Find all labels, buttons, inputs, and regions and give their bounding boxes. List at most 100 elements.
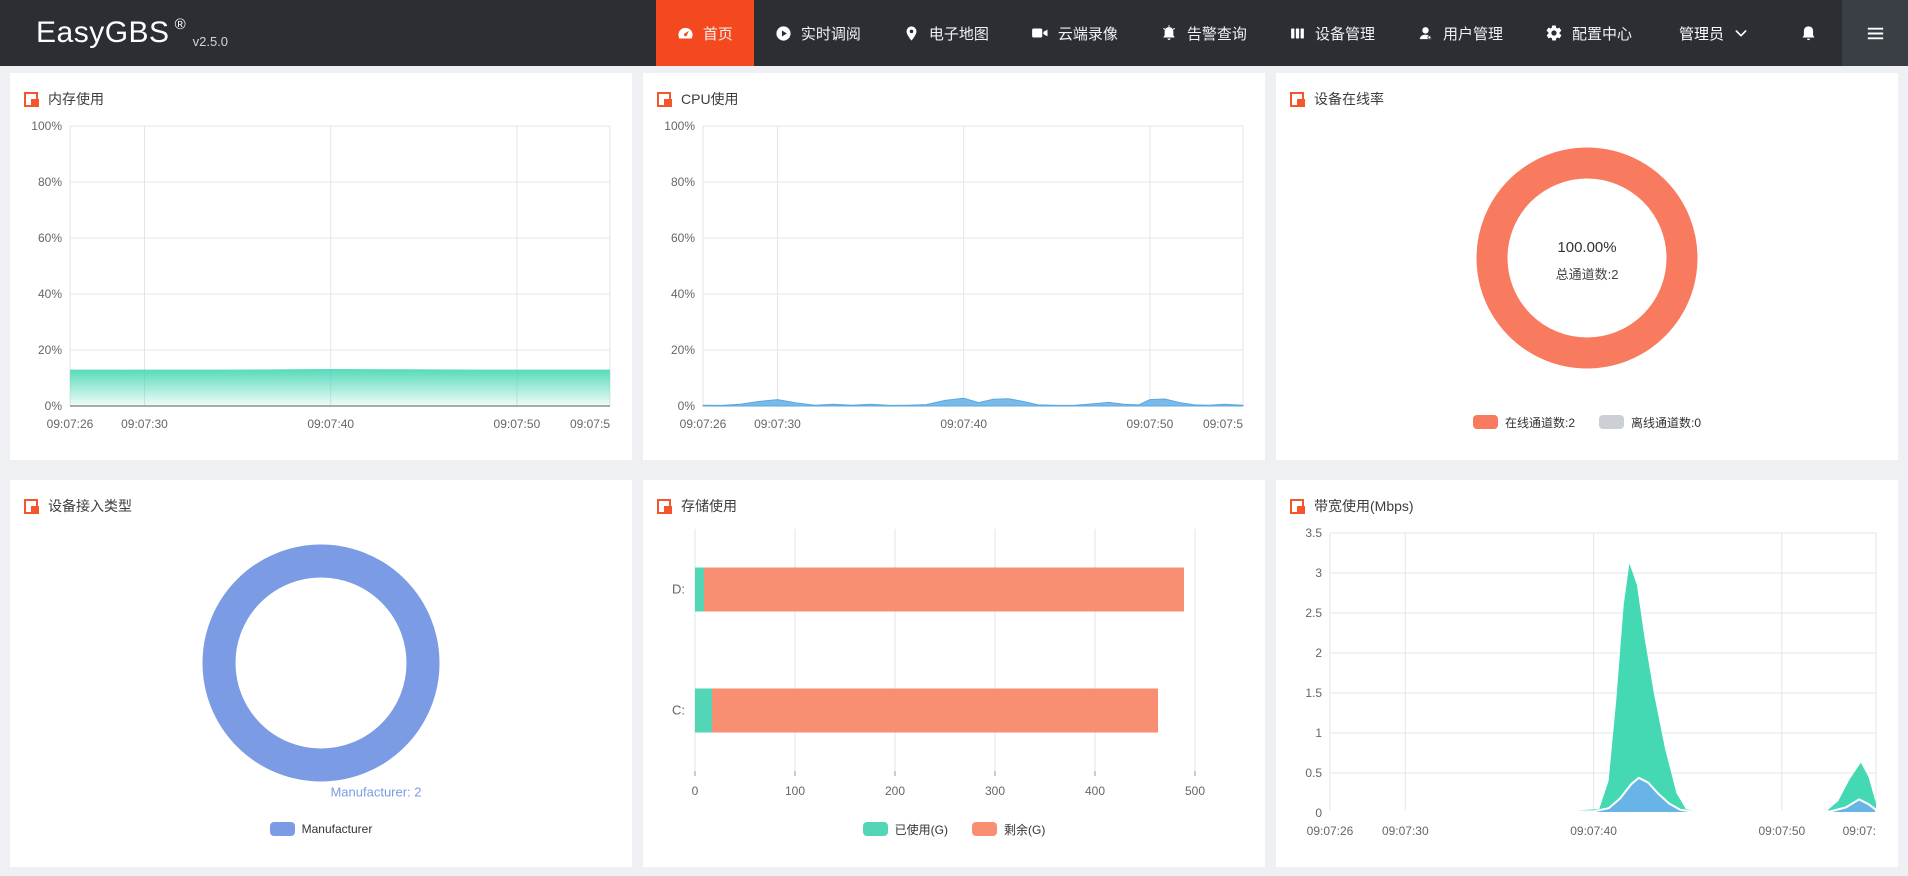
panel-header: 内存使用 (24, 86, 618, 112)
svg-text:D:: D: (672, 582, 685, 597)
legend-item[interactable]: Manufacturer (269, 822, 373, 836)
panel-bandwidth-usage: 带宽使用(Mbps) 3.5 3 2.5 2 1.5 1 0.5 0 09:07:26 09:07… (1276, 480, 1898, 867)
svg-text:100%: 100% (664, 119, 695, 133)
cpu-usage-chart: 100% 80% 60% 40% 20% 0% 09:07:26 09:07:30 09:07:… (657, 112, 1251, 442)
svg-text:60%: 60% (671, 231, 695, 245)
brand-registered-mark: ® (174, 15, 186, 33)
brand-name: EasyGBS (36, 16, 170, 49)
video-camera-icon (1031, 24, 1049, 42)
nav-item-label: 首页 (702, 25, 733, 43)
nav-item-user-mgmt[interactable]: 用户管理 (1396, 0, 1524, 66)
svg-text:09:07:5: 09:07:5 (1203, 417, 1243, 431)
svg-text:0%: 0% (678, 399, 696, 413)
legend-label: 离线通道数:0 (1631, 415, 1702, 430)
hamburger-menu-button[interactable] (1842, 0, 1908, 66)
legend-item[interactable]: 已使用(G) (862, 821, 948, 838)
svg-text:500: 500 (1185, 784, 1205, 798)
nav-item-label: 电子地图 (928, 25, 989, 43)
svg-text:09:07:30: 09:07:30 (1382, 824, 1429, 838)
svg-text:300: 300 (985, 784, 1005, 798)
legend-swatch (1599, 415, 1624, 429)
svg-text:0%: 0% (45, 399, 63, 413)
svg-text:2: 2 (1315, 646, 1322, 660)
svg-text:C:: C: (672, 703, 685, 718)
svg-text:100%: 100% (31, 119, 62, 133)
panel-header: 存储使用 (657, 493, 1251, 519)
svg-text:09:07:30: 09:07:30 (754, 417, 801, 431)
brand-logo: EasyGBS ® v2.5.0 (0, 0, 264, 66)
panel-title: CPU使用 (681, 91, 739, 107)
nav-item-device-mgmt[interactable]: 设备管理 (1268, 0, 1396, 66)
svg-text:400: 400 (1085, 784, 1105, 798)
legend-swatch (1472, 415, 1498, 429)
svg-text:1: 1 (1315, 726, 1322, 740)
nav-item-cloud-record[interactable]: 云端录像 (1010, 0, 1139, 66)
nav-item-alarm-query[interactable]: 告警查询 (1139, 0, 1268, 66)
panel-title-icon (1290, 91, 1305, 107)
svg-text:Manufacturer: 2: Manufacturer: 2 (330, 785, 421, 800)
dashboard-icon (677, 25, 694, 42)
nav-menu: 首页 实时调阅 电子地图 云端录像 告警查询 设备管理 用户管理 配置中心 (655, 0, 1653, 66)
nav-item-label: 用户管理 (1442, 25, 1503, 43)
svg-text:80%: 80% (38, 175, 62, 189)
svg-text:80%: 80% (671, 175, 695, 189)
svg-text:09:07:50: 09:07:50 (1759, 824, 1806, 838)
panel-title: 内存使用 (48, 91, 104, 107)
svg-text:2.5: 2.5 (1305, 606, 1322, 620)
nav-item-label: 实时调阅 (800, 25, 861, 43)
panel-title: 设备接入类型 (48, 498, 132, 514)
legend-item[interactable]: 离线通道数:0 (1599, 414, 1701, 431)
nav-item-live-view[interactable]: 实时调阅 (754, 0, 882, 66)
device-access-type-donut: Manufacturer: 2 (24, 519, 618, 811)
panel-header: 设备接入类型 (24, 493, 618, 519)
device-online-rate-donut: 100.00% 总通道数:2 (1290, 112, 1884, 404)
panel-device-access-type: 设备接入类型 Manufacturer: 2 Manufacturer (10, 480, 632, 867)
nav-item-label: 云端录像 (1057, 25, 1118, 43)
svg-text:09:07:50: 09:07:50 (1127, 417, 1174, 431)
svg-text:100: 100 (785, 784, 805, 798)
bell-icon (1799, 24, 1818, 43)
svg-text:总通道数:2: 总通道数:2 (1556, 267, 1619, 282)
device-access-type-legend: Manufacturer (24, 811, 618, 847)
device-online-rate-legend: 在线通道数:2 离线通道数:0 (1290, 404, 1884, 440)
legend-label: 剩余(G) (1004, 822, 1046, 837)
admin-user-menu[interactable]: 管理员 (1653, 0, 1775, 66)
svg-text:0: 0 (1315, 806, 1322, 820)
svg-text:09:07:50: 09:07:50 (494, 417, 541, 431)
dashboard-grid: 内存使用 100% 80% 60% 40% 20% 0% 09:07:26 09:07:30 0… (10, 73, 1898, 867)
panel-device-online-rate: 设备在线率 100.00% 总通道数:2 在线通道数:2 离线通道数:0 (1276, 73, 1898, 460)
svg-text:40%: 40% (38, 287, 62, 301)
svg-text:09:07:40: 09:07:40 (940, 417, 987, 431)
panel-title-icon (24, 498, 39, 514)
brand-version: v2.5.0 (192, 33, 229, 49)
legend-item[interactable]: 在线通道数:2 (1472, 414, 1575, 431)
nav-item-home[interactable]: 首页 (655, 0, 754, 66)
notification-bell-button[interactable] (1775, 0, 1842, 66)
user-icon (1417, 25, 1434, 42)
legend-label: Manufacturer (301, 822, 373, 836)
panel-storage-usage: 存储使用 0 100 200 300 400 500 D: C: 已使用(G) 剩余(G) (643, 480, 1265, 867)
panel-title: 存储使用 (681, 498, 737, 514)
legend-item[interactable]: 剩余(G) (972, 821, 1045, 838)
panel-header: CPU使用 (657, 86, 1251, 112)
svg-text:3.5: 3.5 (1305, 526, 1322, 540)
device-icon (1289, 25, 1306, 42)
bandwidth-usage-chart: 3.5 3 2.5 2 1.5 1 0.5 0 09:07:26 09:07:30 09:07:40… (1290, 519, 1884, 849)
play-circle-icon (775, 25, 792, 42)
panel-memory-usage: 内存使用 100% 80% 60% 40% 20% 0% 09:07:26 09:07:30 0… (10, 73, 632, 460)
panel-title: 设备在线率 (1314, 91, 1384, 107)
svg-text:09:07:26: 09:07:26 (1307, 824, 1354, 838)
svg-text:60%: 60% (38, 231, 62, 245)
svg-text:20%: 20% (671, 343, 695, 357)
storage-usage-legend: 已使用(G) 剩余(G) (657, 811, 1251, 847)
svg-text:20%: 20% (38, 343, 62, 357)
legend-swatch (972, 822, 997, 836)
legend-label: 已使用(G) (894, 822, 948, 837)
nav-item-label: 配置中心 (1571, 25, 1632, 43)
svg-text:09:07:40: 09:07:40 (307, 417, 354, 431)
svg-text:200: 200 (885, 784, 905, 798)
panel-cpu-usage: CPU使用 100% 80% 60% 40% 20% 0% 09:07:26 09:07:30… (643, 73, 1265, 460)
nav-item-e-map[interactable]: 电子地图 (882, 0, 1010, 66)
legend-label: 在线通道数:2 (1504, 415, 1575, 430)
nav-item-config-center[interactable]: 配置中心 (1524, 0, 1653, 66)
